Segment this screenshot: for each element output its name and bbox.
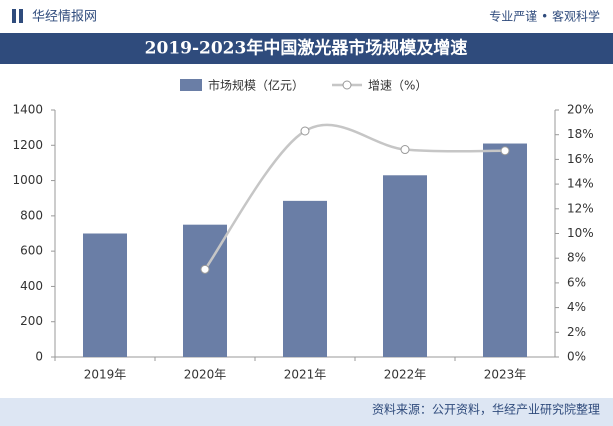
y2-tick-label: 18% — [567, 127, 594, 141]
legend-label: 增速（%） — [368, 79, 427, 93]
x-tick-label: 2023年 — [484, 368, 527, 382]
x-tick-label: 2021年 — [284, 368, 327, 382]
line-marker — [400, 145, 410, 155]
y2-tick-label: 4% — [567, 300, 586, 314]
y-tick-label: 800 — [20, 208, 43, 222]
y2-tick-label: 14% — [567, 177, 594, 191]
brand: 华经情报网 — [32, 10, 97, 25]
y-tick-label: 1200 — [12, 138, 43, 152]
line-marker — [200, 264, 210, 274]
y-tick-label: 0 — [35, 350, 43, 364]
slogan: 专业严谨 • 客观科学 — [489, 9, 600, 24]
y2-tick-label: 0% — [567, 350, 586, 364]
y2-tick-label: 16% — [567, 152, 594, 166]
chart-title: 2019-2023年中国激光器市场规模及增速 — [145, 38, 468, 59]
y2-tick-label: 6% — [567, 275, 586, 289]
footer-bar — [0, 398, 613, 426]
bar — [283, 200, 327, 357]
title-bar — [0, 33, 613, 64]
legend-label: 市场规模（亿元） — [208, 78, 304, 93]
logo-icon — [19, 9, 23, 23]
source-note: 资料来源：公开资料，华经产业研究院整理 — [372, 402, 600, 417]
y-tick-label: 400 — [20, 279, 43, 293]
line — [203, 123, 506, 271]
y2-tick-label: 10% — [567, 226, 594, 240]
y-tick-label: 200 — [20, 314, 43, 328]
y2-tick-label: 12% — [567, 201, 594, 215]
y2-tick-label: 2% — [567, 325, 586, 339]
x-tick-label: 2019年 — [84, 368, 127, 382]
x-tick-label: 2020年 — [184, 368, 227, 382]
bar — [83, 233, 127, 357]
line-marker — [300, 126, 310, 136]
legend-swatch — [342, 80, 352, 90]
legend-swatch — [180, 79, 202, 91]
logo-icon — [12, 9, 16, 23]
bar — [483, 143, 527, 357]
y-tick-label: 1000 — [12, 173, 43, 187]
y2-tick-label: 8% — [567, 251, 586, 265]
line-marker — [500, 146, 510, 156]
y2-tick-label: 20% — [567, 103, 594, 117]
bar — [383, 175, 427, 357]
y-tick-label: 600 — [20, 244, 43, 258]
x-tick-label: 2022年 — [384, 368, 427, 382]
y-tick-label: 1400 — [12, 103, 43, 117]
